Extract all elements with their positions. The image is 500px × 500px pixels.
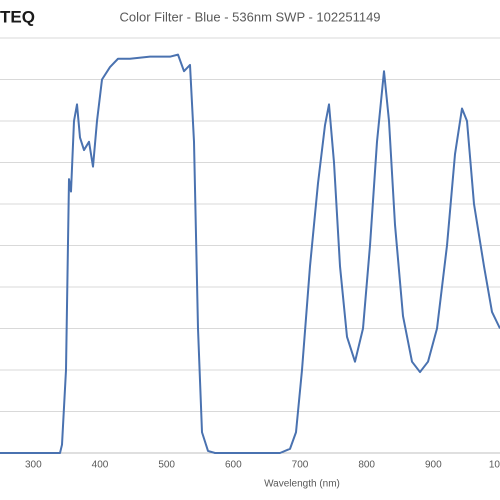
x-tick-label: 700 bbox=[292, 460, 309, 471]
x-tick-label: 300 bbox=[25, 460, 42, 471]
x-tick-label: 600 bbox=[225, 460, 242, 471]
x-tick-label: 800 bbox=[358, 460, 375, 471]
x-tick-label: 500 bbox=[158, 460, 175, 471]
chart-title: Color Filter - Blue - 536nm SWP - 102251… bbox=[119, 9, 380, 24]
x-tick-label: 1000 bbox=[489, 460, 500, 471]
x-tick-label: 400 bbox=[92, 460, 109, 471]
x-axis-label: Wavelength (nm) bbox=[264, 479, 340, 490]
x-tick-label: 900 bbox=[425, 460, 442, 471]
data-line bbox=[0, 53, 500, 454]
logo: TEQ bbox=[0, 7, 35, 26]
